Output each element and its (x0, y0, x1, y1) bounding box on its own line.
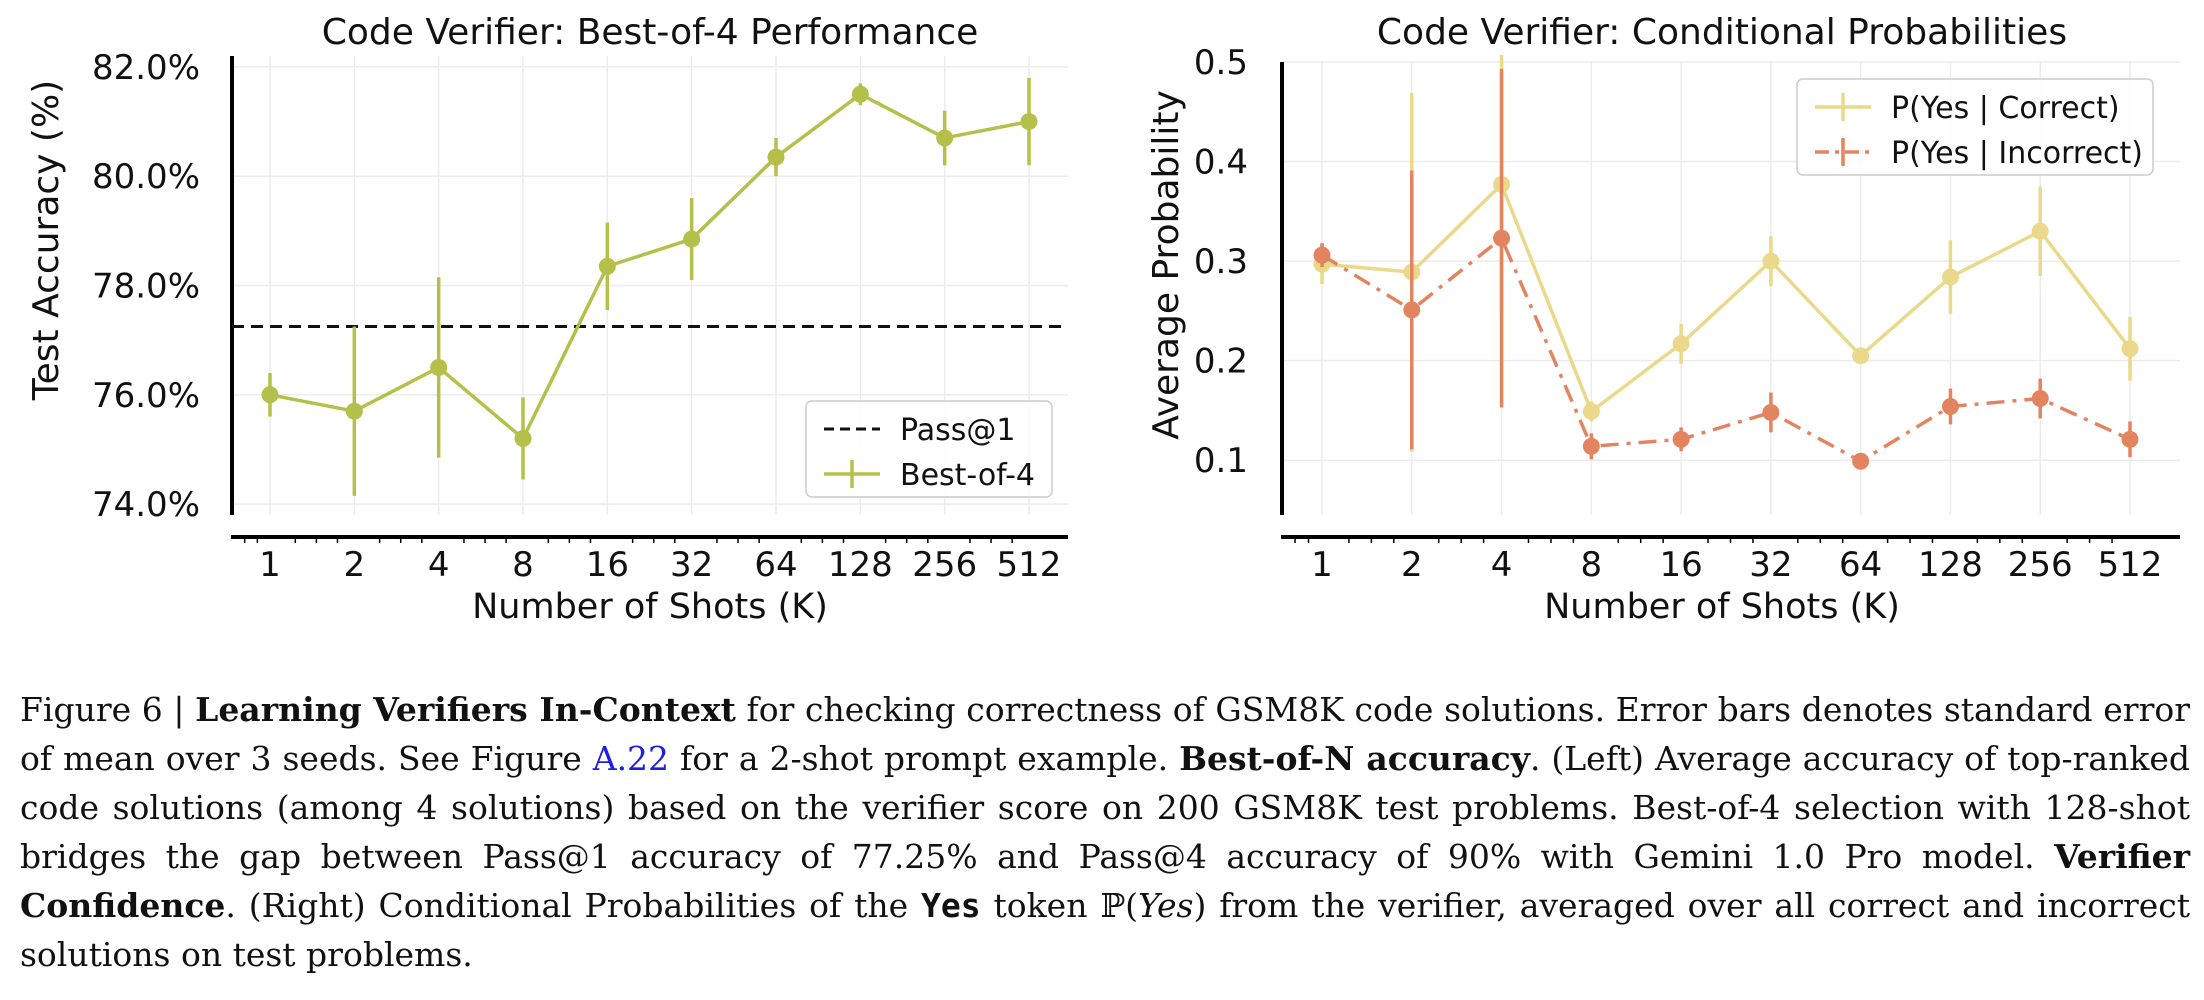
chart2-y-tick-label: 0.3 (1194, 242, 1248, 282)
chart1-x-tick-label: 512 (997, 545, 1062, 585)
chart1-x-tick-label: 256 (912, 545, 977, 585)
chart2-series-2-point (2121, 430, 2139, 448)
caption-text-2: for a 2-shot prompt example. (669, 739, 1180, 778)
chart2-legend-label: P(Yes | Incorrect) (1891, 136, 2143, 171)
chart2-series-2-point (1493, 229, 1511, 247)
chart1-y-axis-label: Test Accuracy (%) (26, 80, 67, 401)
caption-text-4: . (Right) Conditional Probabilities of t… (225, 886, 922, 925)
caption-bold-title: Learning Verifiers In-Context (195, 690, 736, 729)
chart1-series-1-point (683, 230, 701, 248)
chart1-series-1-point (936, 129, 954, 147)
chart1-x-tick-label: 16 (586, 545, 629, 585)
chart1-legend-label: Pass@1 (900, 413, 1015, 448)
caption-prob-variable: Yes (1138, 886, 1194, 925)
chart2-x-tick-label: 128 (1918, 545, 1983, 585)
chart2-series-2-point (1313, 246, 1331, 264)
chart2-x-tick-label: 8 (1581, 545, 1603, 585)
chart2-series-1-point (2121, 340, 2139, 358)
chart2-title: Code Verifier: Conditional Probabilities (1377, 12, 2067, 53)
chart2-x-tick-label: 512 (2098, 545, 2163, 585)
chart2-series-2-point (1672, 430, 1690, 448)
caption-yes-token: Yes (921, 886, 981, 925)
chart2-x-tick-label: 2 (1401, 545, 1423, 585)
chart1-y-tick-label: 82.0% (92, 48, 200, 88)
caption-prob-close: ) (1193, 886, 1207, 925)
chart1-x-tick-label: 8 (512, 545, 534, 585)
chart1-x-axis-label: Number of Shots (K) (472, 587, 828, 627)
caption-text-1: for checking correctness of GSM8K code s… (20, 690, 2190, 778)
figure-charts: 74.0%76.0%78.0%80.0%82.0%1 2 4 8 16 32 64 128 25… (26, 12, 2180, 627)
chart1-y-tick-label: 80.0% (92, 157, 200, 197)
chart2-series-1-point (1941, 268, 1959, 286)
chart2-series-2-point (1941, 397, 1959, 415)
chart2-y-tick-label: 0.2 (1194, 342, 1248, 382)
chart1-title: Code Verifier: Best-of-4 Performance (322, 12, 979, 53)
chart2-series-1-point (1672, 335, 1690, 353)
caption-figure-label: Figure 6 | (20, 690, 196, 729)
chart1-y-tick-label: 74.0% (92, 485, 200, 525)
chart2-series-2-point (2031, 390, 2049, 408)
chart1-x-tick-label: 128 (828, 545, 893, 585)
chart2-y-tick-label: 0.4 (1194, 143, 1248, 183)
caption-prob-symbol: ℙ( (1100, 886, 1139, 925)
chart2-x-axis-label: Number of Shots (K) (1544, 587, 1900, 627)
chart1-series-1-point (767, 148, 785, 166)
chart2-series-1-point (1582, 402, 1600, 420)
chart2-x-tick-label: 4 (1491, 545, 1513, 585)
chart1-series-1-point (851, 85, 869, 103)
chart1-series-1-point (598, 257, 616, 275)
caption-text-6: from the verifier, averaged over all cor… (20, 886, 2191, 974)
chart1-x-tick-label: 2 (344, 545, 366, 585)
chart1-series-1-point (514, 430, 532, 447)
chart2-series-1-line (1321, 181, 2132, 415)
caption-text-3: . (Left) Average accuracy of top-ranked … (20, 739, 2190, 876)
chart2-series-1-point (1762, 252, 1780, 270)
caption-text-5: token (980, 886, 1101, 925)
chart1-x-tick-label: 64 (754, 545, 797, 585)
chart2-y-axis-label: Average Probability (1146, 90, 1187, 440)
chart2-x-tick-label: 16 (1659, 545, 1702, 585)
chart1-series-1-line (269, 92, 1030, 442)
chart2-series-1-point (1852, 347, 1870, 365)
chart2-series-2-point (1762, 403, 1780, 421)
chart1-y-tick-label: 78.0% (92, 267, 200, 307)
chart1-x-tick-label: 4 (428, 545, 450, 585)
caption-figure-link[interactable]: A.22 (592, 739, 670, 778)
chart2-series-2-point (1582, 437, 1600, 455)
chart1-series-1-point (261, 386, 279, 404)
chart2-series-2-point (1403, 301, 1421, 319)
chart2-x-tick-label: 32 (1749, 545, 1792, 585)
chart2-x-tick-label: 1 (1311, 545, 1333, 585)
chart2-y-tick-label: 0.5 (1194, 43, 1248, 83)
chart1-x-tick-label: 1 (259, 545, 281, 585)
chart1-legend-label: Best-of-4 (900, 458, 1035, 493)
chart2-legend-label: P(Yes | Correct) (1891, 91, 2120, 126)
chart1-series-1-point (1020, 113, 1038, 131)
chart2-series-2-point (1852, 452, 1870, 470)
chart1-y-tick-label: 76.0% (92, 376, 200, 416)
caption-bold-best-of-n: Best-of-N accuracy (1179, 739, 1530, 778)
chart1-x-tick-label: 32 (670, 545, 713, 585)
chart1-series-1-point (430, 358, 448, 376)
figure-caption: Figure 6 | Learning Verifiers In-Context… (20, 685, 2190, 979)
caption-bold-verifier-confidence: Verifier Confidence (20, 837, 2190, 925)
chart2-y-tick-label: 0.1 (1194, 441, 1248, 481)
chart2-x-tick-label: 64 (1839, 545, 1882, 585)
chart2-series-2-line (1321, 235, 2131, 464)
chart2-series-1-point (2031, 222, 2049, 240)
chart1-series-1-point (345, 402, 363, 420)
chart2-legend-box (1796, 78, 2154, 176)
chart2-x-tick-label: 256 (2008, 545, 2073, 585)
